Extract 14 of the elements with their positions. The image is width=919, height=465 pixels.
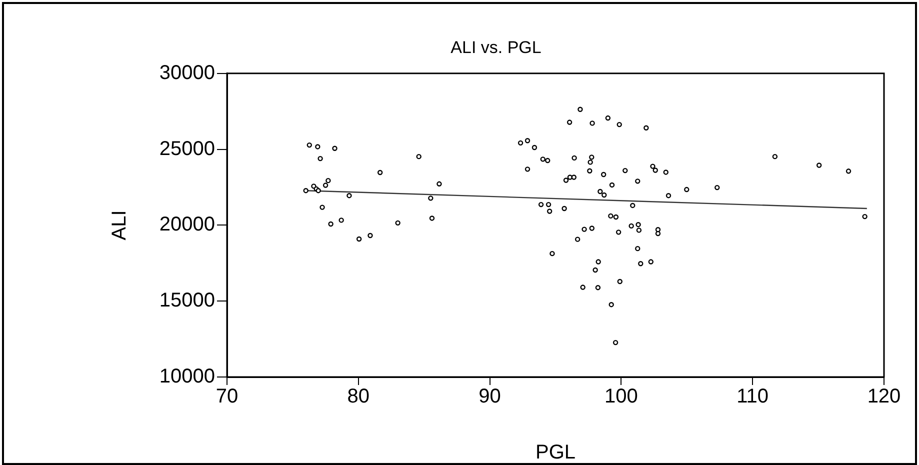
x-tick-label: 120 — [867, 386, 901, 408]
x-tick-label: 90 — [478, 386, 501, 408]
x-tick-label: 70 — [216, 386, 238, 408]
y-axis-title: ALI — [108, 210, 131, 240]
x-tick-label: 100 — [604, 386, 638, 408]
y-tick-label: 20000 — [159, 214, 215, 236]
y-tick-label: 30000 — [159, 62, 215, 84]
y-tick-label: 10000 — [159, 366, 215, 388]
x-tick-label: 110 — [736, 386, 769, 408]
y-tick-label: 15000 — [159, 290, 215, 312]
x-axis-title: PGL — [535, 442, 576, 464]
x-tick-label: 80 — [347, 386, 370, 408]
chart-title: ALI vs. PGL — [450, 38, 542, 57]
y-tick-label: 25000 — [159, 138, 215, 160]
